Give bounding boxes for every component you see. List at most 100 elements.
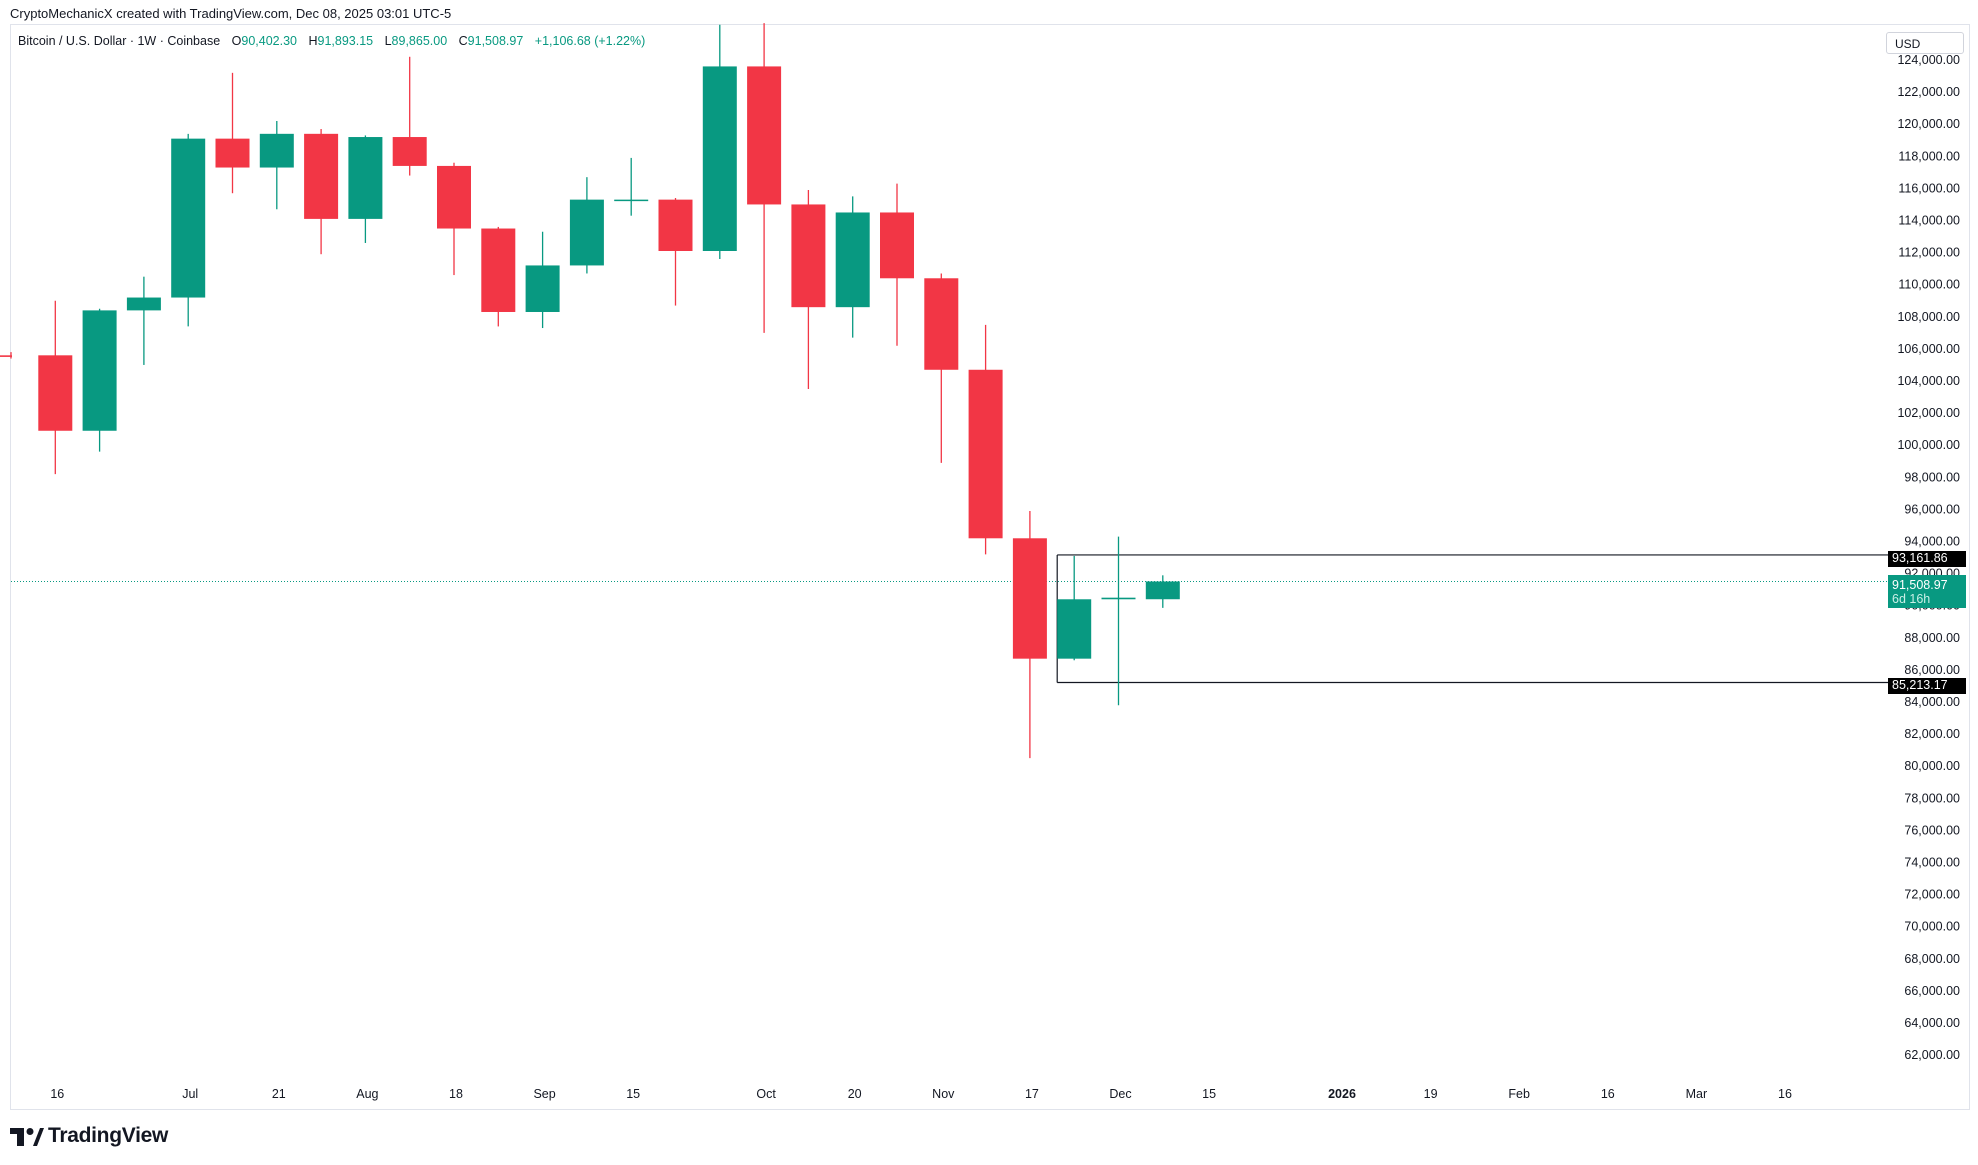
candle [259,120,294,210]
time-tick-label: Sep [533,1087,555,1101]
price-tick-label: 104,000.00 [1897,374,1960,388]
candle [304,129,339,255]
high-label: H [308,34,318,48]
price-axis: 62,000.00 64,000.00 66,000.00 68,000.00 70,0… [1897,53,1960,1062]
time-tick-label: 15 [1202,1087,1216,1101]
candle-body [437,165,471,229]
price-tick-label: 112,000.00 [1898,246,1960,260]
candle [437,162,471,276]
last-price-tag: 91,508.97 6d 16h [1888,575,1966,608]
candle [614,157,649,216]
tradingview-logo-text: TradingView [48,1124,169,1147]
candle [702,24,737,260]
tradingview-logo-icon [10,1128,44,1146]
price-tick-label: 84,000.00 [1904,695,1960,709]
price-tick-label: 70,000.00 [1904,920,1960,934]
price-tick-label: 94,000.00 [1904,535,1960,549]
candle [481,226,516,327]
range-low-price-tag: 85,213.17 [1888,678,1966,694]
currency-selector[interactable]: USD [1886,32,1964,54]
close-value: 91,508.97 [467,34,524,48]
time-tick-label: Nov [932,1087,955,1101]
time-axis: 16 Jul 21 Aug 18 Sep 15 Oct 20 Nov 17 Dec 15 2026 19 Fe… [50,1087,1792,1101]
price-tick-label: 80,000.00 [1904,759,1960,773]
candle [171,133,206,327]
time-tick-label: 21 [272,1087,286,1101]
candle-body [481,228,516,312]
candle [1012,511,1047,759]
chart-attribution: CryptoMechanicX created with TradingView… [10,6,452,21]
candle-body [38,355,73,431]
candle [835,196,870,338]
price-tick-label: 88,000.00 [1904,631,1960,645]
candle-body [215,138,250,168]
time-tick-label: Jul [182,1087,198,1101]
low-label: L [384,34,392,48]
candle-body [392,137,427,166]
time-tick-label: 16 [1778,1087,1792,1101]
candle-body [126,297,161,311]
price-tick-label: 124,000.00 [1897,53,1960,67]
candle-body [171,138,206,298]
time-tick-label: 19 [1424,1087,1438,1101]
candle-body [259,133,294,168]
candle-body [880,212,914,279]
candle [791,190,826,390]
open-label: O [231,34,242,48]
price-tick-label: 86,000.00 [1904,663,1960,677]
price-tick-label: 102,000.00 [1897,406,1960,420]
time-tick-label: 16 [50,1087,64,1101]
change-value: +1,106.68 (+1.22%) [534,34,646,48]
candle [215,72,250,194]
candle-body [525,265,560,312]
candle-body [924,278,959,370]
time-tick-label: 18 [449,1087,463,1101]
price-tick-label: 108,000.00 [1897,310,1960,324]
candle-body [569,199,604,266]
candle-body [614,199,649,202]
price-tick-label: 122,000.00 [1897,85,1960,99]
candle-body [1101,597,1136,600]
price-tick-label: 76,000.00 [1904,823,1960,837]
candle [1057,555,1092,661]
candle-body [702,66,737,251]
time-tick-label: 16 [1601,1087,1615,1101]
tradingview-logo[interactable]: TradingView [10,1124,168,1148]
price-tick-label: 118,000.00 [1898,149,1960,163]
candle-body [1145,581,1180,600]
price-tick-label: 114,000.00 [1898,214,1960,228]
time-tick-label: Oct [756,1087,776,1101]
candle [392,56,427,176]
chart-frame [10,24,1970,1110]
candle [658,198,693,306]
candle [1145,575,1180,608]
price-tick-label: 120,000.00 [1897,117,1960,131]
price-tick-label: 66,000.00 [1904,984,1960,998]
time-tick-label: 15 [626,1087,640,1101]
candle-body [348,137,383,219]
candle-body [1012,538,1047,659]
open-value: 90,402.30 [241,34,297,48]
last-price-value: 91,508.97 [1892,578,1948,592]
candle-body [82,310,117,431]
time-tick-label: Mar [1686,1087,1708,1101]
price-tick-label: 116,000.00 [1898,181,1960,195]
candle [38,300,73,475]
candle [0,352,12,359]
price-tick-label: 100,000.00 [1897,438,1960,452]
candle-body [835,212,870,308]
price-tick-label: 64,000.00 [1904,1016,1960,1030]
candle [126,276,161,365]
price-tick-label: 106,000.00 [1897,342,1960,356]
candle [968,324,1003,555]
time-tick-label: Aug [356,1087,378,1101]
close-label: C [458,34,468,48]
price-tick-label: 68,000.00 [1904,952,1960,966]
time-tick-label: 17 [1025,1087,1039,1101]
symbol-title: Bitcoin / U.S. Dollar · 1W · Coinbase [18,34,221,48]
price-tick-label: 74,000.00 [1904,856,1960,870]
time-tick-label: 20 [848,1087,862,1101]
candle-body [747,66,782,205]
candle [569,177,604,274]
